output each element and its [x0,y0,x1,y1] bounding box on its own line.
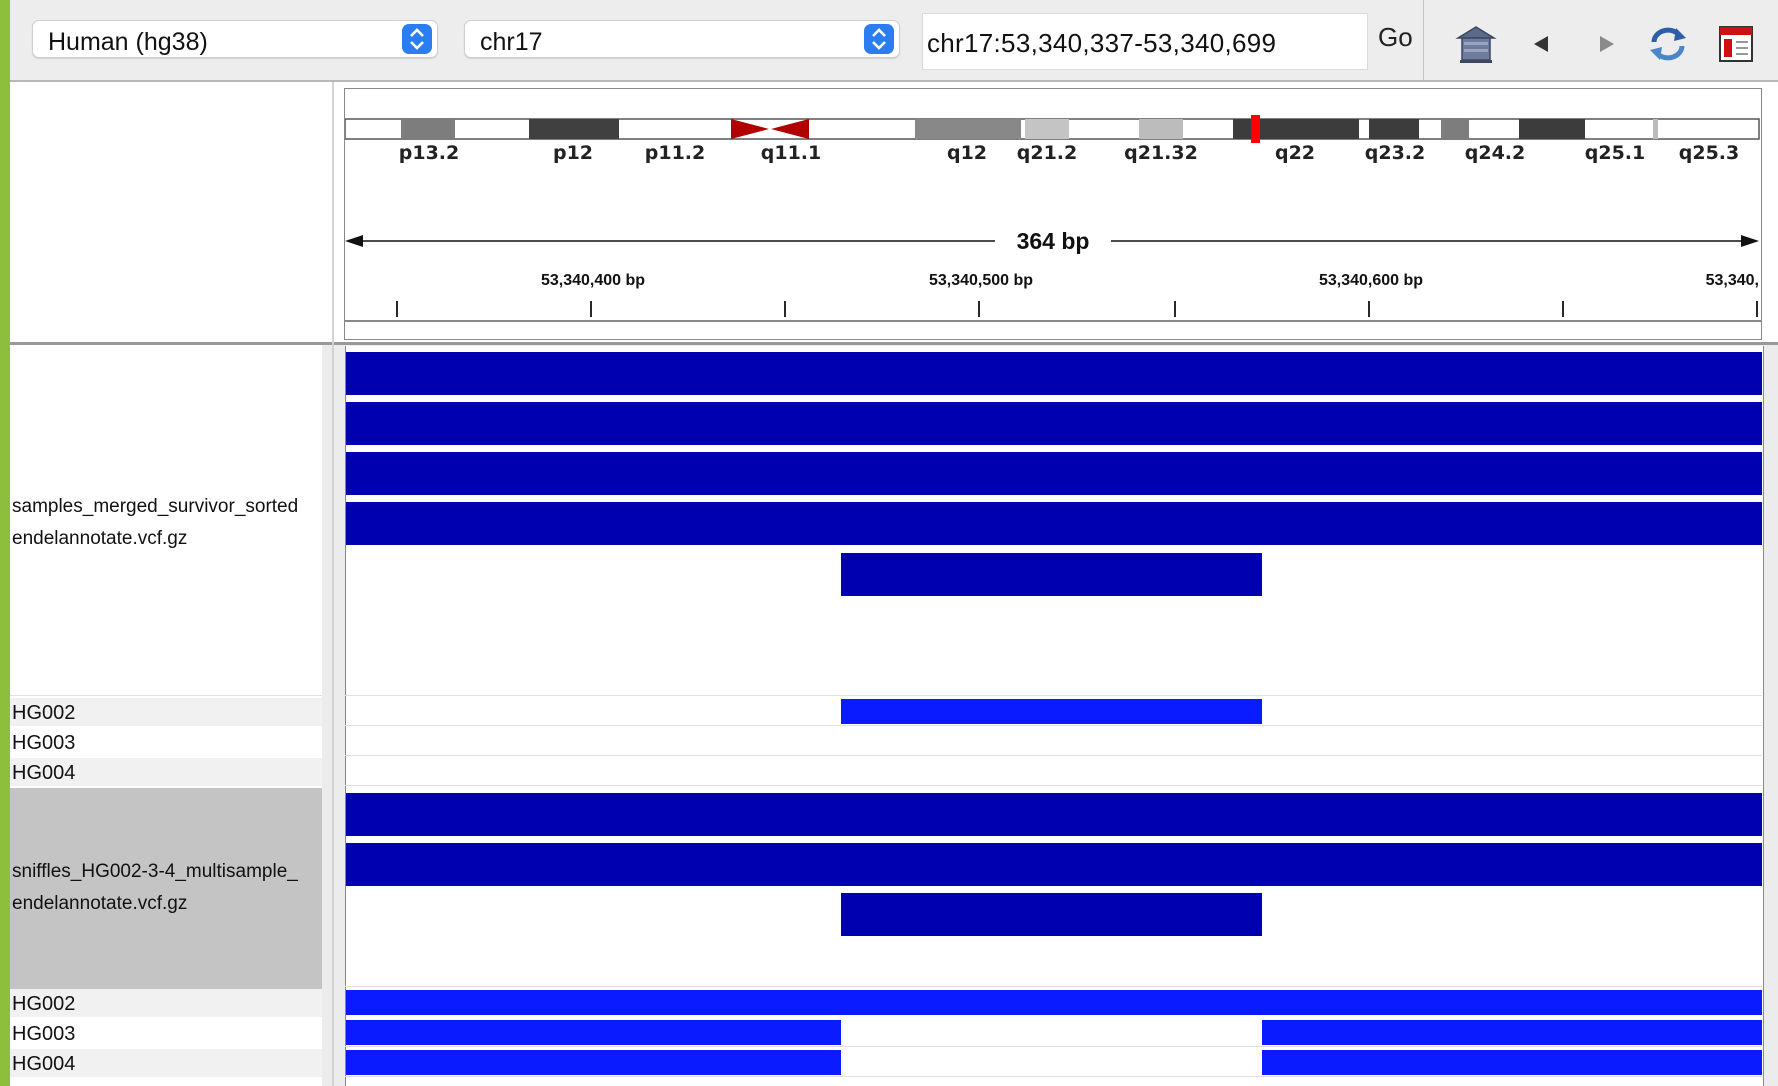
band-label: q24.2 [1465,142,1525,164]
region-of-interest-icon[interactable] [1714,22,1758,66]
variant-bar[interactable] [346,793,1762,836]
band-label: q25.1 [1585,142,1645,164]
sample-name[interactable]: HG004 [10,1049,322,1077]
genotype-bar[interactable] [346,1050,841,1075]
band-label: q23.2 [1365,142,1425,164]
chromosome-ideogram-panel[interactable]: p13.2 p12 p11.2 q11.1 q12 q21.2 q21.32 q… [344,88,1762,340]
chromosome-dropdown-value: chr17 [480,28,543,56]
span-indicator: 364 bp [345,228,1759,254]
track-separator [10,695,322,696]
band-label: q22 [1275,142,1315,164]
sample-name[interactable]: HG003 [12,1023,76,1045]
toolbar-separator [1423,0,1424,80]
ruler-label: 53,340,600 bp [1319,272,1423,289]
variant-bar[interactable] [346,843,1762,886]
chromosome-dropdown[interactable]: chr17 [464,20,900,58]
track-name-line[interactable]: sniffles_HG002-3-4_multisample_ [12,861,298,882]
ruler-label: 53,340,500 bp [929,272,1033,289]
band-label: q12 [947,142,987,164]
band-label: q25.3 [1679,142,1739,164]
band-label: q21.2 [1017,142,1077,164]
sample-row-separator [345,725,1762,726]
sample-name[interactable]: HG002 [10,989,322,1017]
genotype-bar[interactable] [1262,1050,1762,1075]
variant-bar[interactable] [346,352,1762,395]
genotype-bar[interactable] [346,1020,841,1045]
genotype-bar[interactable] [841,699,1262,724]
genotype-bar[interactable] [1262,1020,1762,1045]
variant-bar[interactable] [346,502,1762,545]
track-name-line[interactable]: endelannotate.vcf.gz [12,893,188,914]
sample-row-separator [345,1076,1762,1077]
variant-bar[interactable] [841,893,1262,936]
ideogram-bands[interactable] [345,115,1760,143]
genome-dropdown[interactable]: Human (hg38) [32,20,438,58]
locus-search-input[interactable]: chr17:53,340,337-53,340,699 [922,13,1368,70]
header-divider [10,342,1778,345]
band-label: q11.1 [761,142,821,164]
toolbar: Human (hg38) chr17 [10,0,1778,82]
back-arrow-icon[interactable] [1520,22,1564,66]
band-label: q21.32 [1124,142,1198,164]
go-button[interactable]: Go [1378,22,1413,52]
selected-track-highlight[interactable] [10,788,322,990]
current-region-marker [1251,115,1260,143]
locus-search-value: chr17:53,340,337-53,340,699 [927,28,1277,58]
sample-row-separator [345,755,1762,756]
variant-bar[interactable] [346,402,1762,445]
band-label: p11.2 [645,142,705,164]
ruler-label: 53,340, [1706,272,1759,289]
track-separator [345,986,1762,987]
genotype-bar[interactable] [346,990,1762,1015]
centromere-q-marker [771,119,809,139]
genome-dropdown-value: Human (hg38) [48,28,208,56]
chevron-updown-icon [864,24,894,54]
band-label: p13.2 [399,142,459,164]
ruler[interactable]: 53,340,400 bp 53,340,500 bp 53,340,600 b… [345,272,1761,322]
track-name-line[interactable]: endelannotate.vcf.gz [12,528,188,549]
span-label: 364 bp [1017,228,1090,254]
ruler-label: 53,340,400 bp [541,272,645,289]
forward-arrow-icon[interactable] [1584,22,1628,66]
track-name-line[interactable]: samples_merged_survivor_sorted [12,496,299,517]
track-separator [345,695,1762,696]
sample-name[interactable]: HG004 [10,758,322,786]
refresh-icon[interactable] [1646,22,1690,66]
variant-bar[interactable] [841,553,1262,596]
sample-name[interactable]: HG003 [12,732,76,754]
sample-row-separator [345,785,1762,786]
sample-name[interactable]: HG002 [10,698,322,726]
band-label: p12 [553,142,593,164]
home-icon[interactable] [1454,22,1498,66]
name-panel-divider[interactable] [332,82,334,1086]
chevron-updown-icon [402,24,432,54]
centromere-p-marker [731,119,769,139]
window-edge-accent [0,0,10,1086]
variant-bar[interactable] [346,452,1762,495]
sample-row-separator [345,1046,1762,1047]
